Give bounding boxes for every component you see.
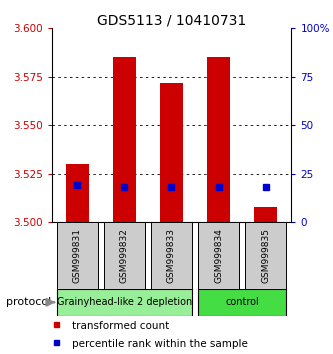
Bar [207,57,230,222]
Text: GSM999835: GSM999835 [261,228,270,283]
Text: GSM999834: GSM999834 [214,228,223,283]
Text: GSM999831: GSM999831 [73,228,82,283]
Text: Grainyhead-like 2 depletion: Grainyhead-like 2 depletion [57,297,192,307]
Bar [198,222,239,289]
Text: percentile rank within the sample: percentile rank within the sample [72,339,248,349]
Bar [54,340,59,345]
Text: protocol: protocol [6,297,52,307]
Bar [113,57,136,222]
Bar [104,222,145,289]
Bar [66,164,89,222]
Text: transformed count: transformed count [72,321,169,331]
Bar [160,82,183,222]
Bar [54,322,59,327]
Bar [198,289,286,316]
Text: control: control [225,297,259,307]
Text: GSM999833: GSM999833 [167,228,176,283]
Text: GSM999832: GSM999832 [120,228,129,283]
Bar [57,222,98,289]
Bar [57,289,192,316]
Bar [151,222,192,289]
Title: GDS5113 / 10410731: GDS5113 / 10410731 [97,13,246,27]
Bar [254,207,277,222]
Bar [245,222,286,289]
